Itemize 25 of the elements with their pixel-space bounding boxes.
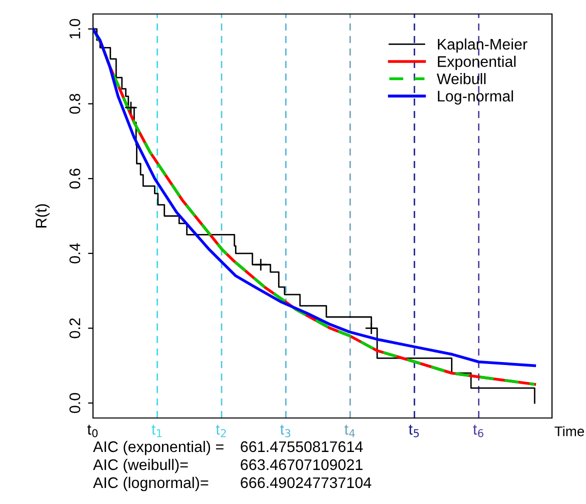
text: AIC (exponential) = 661.47550817614	[93, 440, 363, 456]
y-tick-label: 1.0	[69, 18, 80, 38]
x-tick-label: t$_{4}$	[344, 424, 355, 438]
y-tick-label: 0.8	[69, 94, 80, 114]
y-tick-label: 0.2	[69, 318, 80, 338]
y-tick-label: 0.4	[69, 243, 80, 264]
point	[364, 322, 378, 335]
point	[254, 258, 268, 272]
x-tick-label: t$_{3}$	[280, 424, 290, 438]
legend-label: Exponential	[438, 56, 516, 70]
y-tick-label: 0.0	[69, 393, 80, 414]
y-axis-title: R(t)	[35, 204, 50, 228]
legend-label: Log-normal	[438, 90, 513, 105]
point	[124, 101, 138, 114]
text: AIC (lognormal)= 666.490247737104	[93, 476, 372, 492]
x-tick-label: t$_{6}$	[473, 424, 484, 438]
x-tick-label: t$_{2}$	[216, 424, 226, 438]
x-tick-label: t$_{0}$	[87, 424, 98, 438]
x-tick-label: t$_{5}$	[408, 424, 419, 438]
text: AIC (weibull)= 663.46707109021	[93, 458, 362, 474]
legend-label: Kaplan-Meier	[438, 38, 528, 53]
y-tick-label: 0.6	[69, 168, 80, 189]
legend-label: Weibull	[436, 73, 486, 84]
x-tick-label: t$_{1}$	[152, 424, 162, 438]
x-axis-title: Time	[554, 426, 584, 436]
